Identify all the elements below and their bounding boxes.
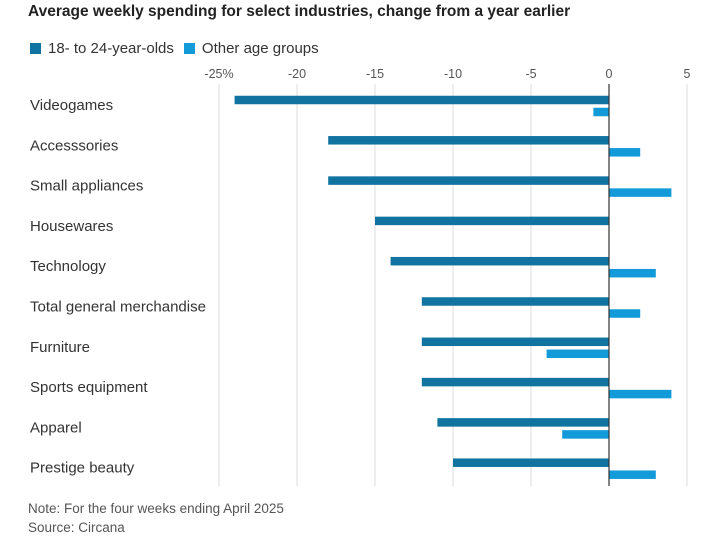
x-tick-label: 0: [606, 67, 613, 81]
x-tick-label: -10: [444, 67, 462, 81]
bar-18-24: [421, 377, 609, 387]
bar-other: [609, 148, 641, 157]
bar-18-24: [375, 216, 609, 226]
bar-other: [546, 349, 609, 359]
chart-note: Note: For the four weeks ending April 20…: [28, 501, 284, 516]
category-label: Videogames: [30, 97, 113, 114]
bar-other: [609, 389, 672, 399]
category-label: Prestige beauty: [30, 460, 135, 477]
category-label: Technology: [30, 258, 106, 275]
bar-18-24: [234, 95, 609, 105]
category-label: Accesssories: [30, 137, 118, 154]
bar-other: [609, 309, 641, 318]
x-tick-label: -5: [525, 67, 536, 81]
bar-18-24: [453, 458, 609, 467]
legend-item-other: Other age groups: [183, 40, 319, 57]
x-tick-label: -20: [288, 67, 306, 81]
category-label: Small appliances: [30, 178, 143, 195]
category-label: Housewares: [30, 218, 113, 235]
bar-18-24: [421, 337, 609, 347]
x-tick-label: -15: [366, 67, 384, 81]
legend-label-other: Other age groups: [201, 40, 319, 57]
legend-label-18-24: 18- to 24-year-olds: [48, 40, 174, 57]
legend-swatch-18-24: [30, 43, 41, 54]
category-label: Total general merchandise: [30, 299, 206, 316]
category-label: Sports equipment: [30, 379, 148, 396]
x-tick-label: 5: [684, 67, 691, 81]
chart-legend: 18- to 24-year-olds Other age groups: [30, 40, 329, 57]
bar-18-24: [328, 176, 609, 185]
bar-other: [609, 268, 656, 278]
bar-other: [609, 470, 656, 479]
category-label: Furniture: [30, 339, 90, 356]
x-tick-label: -25%: [204, 67, 233, 81]
legend-item-18-24: 18- to 24-year-olds: [30, 40, 174, 57]
bar-18-24: [421, 297, 609, 306]
bar-other: [562, 430, 609, 439]
legend-swatch-other: [183, 43, 195, 54]
category-label: Apparel: [30, 419, 82, 436]
bar-18-24: [437, 418, 609, 427]
bar-18-24: [390, 256, 609, 266]
bar-other: [609, 188, 672, 197]
bar-other: [593, 107, 609, 117]
chart-source: Source: Circana: [28, 520, 125, 535]
chart-title: Average weekly spending for select indus…: [28, 3, 571, 20]
bar-18-24: [328, 136, 609, 145]
chart-plot: -25% -20 -15 -10 -5 0 5 Videogames Accesssories S…: [30, 67, 691, 486]
